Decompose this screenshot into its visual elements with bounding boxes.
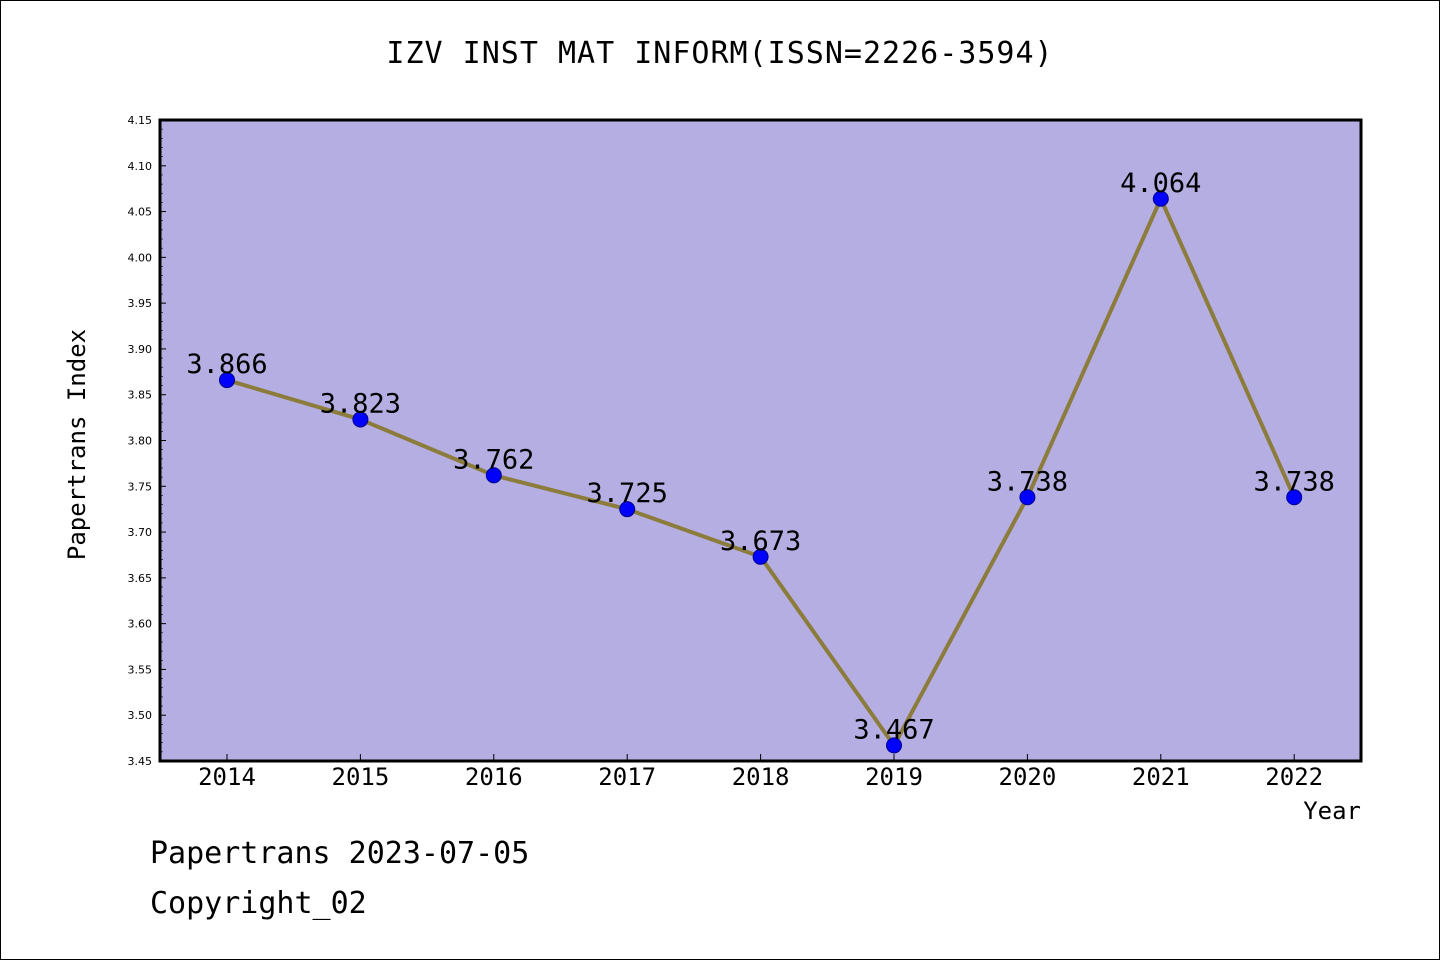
y-tick-label: 3.60 <box>128 618 153 631</box>
y-tick-label: 3.90 <box>128 343 153 356</box>
plot-background <box>160 120 1361 761</box>
x-tick-label: 2014 <box>198 763 256 791</box>
x-tick-label: 2017 <box>598 763 656 791</box>
data-point-marker <box>352 411 369 428</box>
data-value-label: 3.467 <box>853 714 934 745</box>
x-axis-label: Year <box>1303 797 1361 825</box>
x-tick-label: 2015 <box>332 763 390 791</box>
x-tick-label: 2021 <box>1132 763 1190 791</box>
x-tick-label: 2019 <box>865 763 923 791</box>
data-point-marker <box>1286 489 1303 506</box>
y-axis-label: Papertrans Index <box>63 329 91 560</box>
y-tick-label: 3.55 <box>128 663 153 676</box>
y-tick-label: 3.80 <box>128 435 153 448</box>
data-point-marker <box>485 467 502 484</box>
footer-copyright-text: Copyright_02 <box>150 886 367 921</box>
data-value-label: 3.866 <box>186 349 267 380</box>
data-value-label: 3.738 <box>987 466 1068 497</box>
data-value-label: 3.823 <box>320 388 401 419</box>
y-tick-label: 4.15 <box>128 114 153 127</box>
data-value-label: 3.762 <box>453 444 534 475</box>
y-tick-label: 4.05 <box>128 206 153 219</box>
y-tick-label: 3.45 <box>128 755 153 768</box>
chart-title: IZV INST MAT INFORM(ISSN=2226-3594) <box>386 36 1054 71</box>
data-point-marker <box>752 548 769 565</box>
plot-border <box>158 118 1363 763</box>
footer-date-text: Papertrans 2023-07-05 <box>150 836 530 871</box>
data-point-marker <box>886 737 902 754</box>
y-tick-label: 3.95 <box>128 297 153 310</box>
data-value-label: 3.725 <box>587 478 668 509</box>
y-tick-label: 3.85 <box>128 389 153 402</box>
x-tick-label: 2020 <box>999 763 1057 791</box>
y-tick-label: 4.10 <box>128 160 153 173</box>
data-value-label: 3.673 <box>720 526 801 557</box>
y-tick-label: 4.00 <box>128 251 153 264</box>
y-tick-label: 3.70 <box>128 526 153 539</box>
data-value-label: 3.738 <box>1254 466 1335 497</box>
data-point-marker <box>1152 190 1169 207</box>
y-tick-label: 3.50 <box>128 709 153 722</box>
y-tick-label: 3.75 <box>128 480 153 493</box>
data-value-label: 4.064 <box>1120 168 1201 199</box>
y-tick-label: 3.65 <box>128 572 153 585</box>
data-point-marker <box>1019 489 1036 506</box>
data-point-marker <box>219 372 235 389</box>
data-point-marker <box>619 501 636 518</box>
x-tick-label: 2018 <box>732 763 790 791</box>
x-tick-label: 2016 <box>465 763 523 791</box>
x-tick-label: 2022 <box>1265 763 1323 791</box>
